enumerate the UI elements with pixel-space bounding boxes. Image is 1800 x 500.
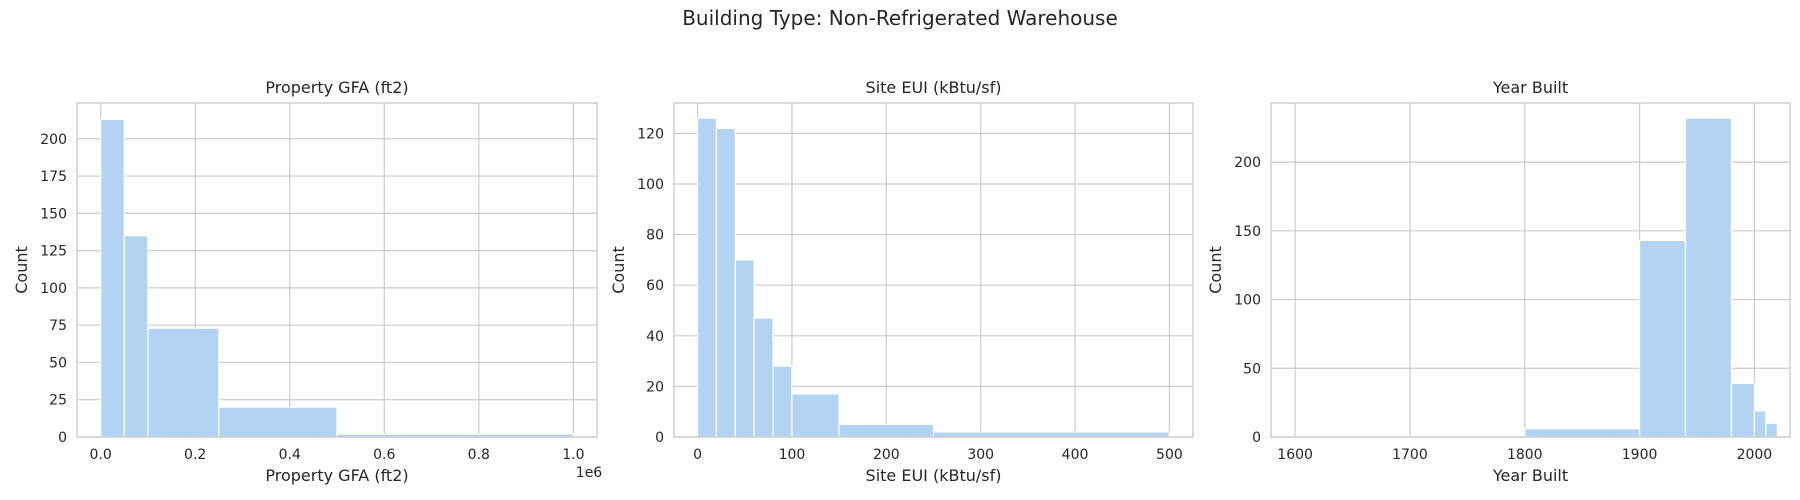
- panel-1-xtick-label: 0.0: [90, 447, 112, 463]
- panel-2-ytick-label: 20: [646, 379, 664, 395]
- panel-1-frame: [76, 102, 598, 438]
- panel-3-xtick-label: 1800: [1507, 447, 1543, 463]
- panel-2-xtick-label: 400: [1062, 447, 1089, 463]
- panel-1-bar-0: [100, 118, 125, 438]
- panel-2-title: Site EUI (kBtu/sf): [866, 78, 1002, 97]
- panel-1-ytick-label: 175: [40, 169, 67, 185]
- panel-1-ytick-label: 50: [49, 355, 67, 371]
- panel-1-ytick-label: 150: [40, 206, 67, 222]
- panel-1-ytick-label: 200: [40, 132, 67, 148]
- panel-1-bar-1: [123, 235, 149, 438]
- panel-1-xtick-label: 0.8: [468, 447, 490, 463]
- panel-2-xtick-label: 0: [693, 447, 702, 463]
- panel-2-bar-1: [715, 127, 736, 438]
- panel-3-xtick-label: 1700: [1392, 447, 1428, 463]
- panel-2-frame: [673, 102, 1194, 438]
- panel-1-xtick-label: 0.2: [184, 447, 206, 463]
- panel-3-ytick-label: 150: [1234, 224, 1261, 240]
- panel-3-bar-0: [1524, 428, 1641, 438]
- panel-1-offset-text: 1e6: [576, 465, 603, 481]
- panel-3-ytick-label: 0: [1252, 430, 1261, 446]
- panel-3-title: Year Built: [1492, 78, 1568, 97]
- panel-2-xtick-label: 300: [967, 447, 994, 463]
- panel-3-bar-1: [1638, 239, 1687, 438]
- panel-2-bar-4: [772, 365, 793, 438]
- panel-2-xlabel: Site EUI (kBtu/sf): [866, 466, 1002, 485]
- panel-1-ylabel: Count: [12, 246, 31, 294]
- panel-3-xtick-label: 2000: [1737, 447, 1773, 463]
- panel-2-ytick-label: 80: [646, 228, 664, 244]
- panel-3-bar-3: [1730, 382, 1756, 438]
- panel-1-title: Property GFA (ft2): [265, 78, 408, 97]
- panel-2-bar-7: [932, 431, 1171, 438]
- panel-2-bar-5: [791, 393, 840, 438]
- panel-1-bar-2: [147, 327, 220, 438]
- chart-title: Building Type: Non-Refrigerated Warehous…: [682, 6, 1118, 30]
- panel-2-ytick-label: 100: [637, 177, 664, 193]
- panel-1-ytick-label: 75: [49, 318, 67, 334]
- panel-3-ytick-label: 200: [1234, 155, 1261, 171]
- panel-2-bar-3: [753, 317, 774, 438]
- panel-3-ytick-label: 50: [1243, 361, 1261, 377]
- panel-1-xtick-label: 1.0: [562, 447, 584, 463]
- panel-2-xtick-label: 100: [779, 447, 806, 463]
- panel-3-bar-5: [1765, 422, 1778, 438]
- panel-2-ytick-label: 0: [655, 430, 664, 446]
- panel-3-bar-2: [1684, 117, 1733, 438]
- panel-3-xtick-label: 1600: [1277, 447, 1313, 463]
- panel-2-xtick-label: 200: [873, 447, 900, 463]
- panel-3-ylabel: Count: [1206, 246, 1225, 294]
- panel-3-bar-4: [1753, 410, 1767, 438]
- panel-1-xtick-label: 0.6: [373, 447, 395, 463]
- panel-1-xtick-label: 0.4: [279, 447, 301, 463]
- panel-1-ytick-label: 25: [49, 393, 67, 409]
- panel-2-ytick-label: 120: [637, 126, 664, 142]
- panel-3-ytick-label: 100: [1234, 293, 1261, 309]
- panel-1-ytick-label: 100: [40, 281, 67, 297]
- panel-1-ytick-label: 125: [40, 244, 67, 260]
- panel-2-xtick-label: 500: [1156, 447, 1183, 463]
- panel-1-bar-3: [218, 406, 338, 438]
- panel-2-bar-2: [734, 259, 755, 438]
- panel-2-ytick-label: 60: [646, 278, 664, 294]
- panel-3-frame: [1270, 102, 1791, 438]
- panel-2-bar-6: [838, 423, 935, 438]
- panel-1-xlabel: Property GFA (ft2): [265, 466, 408, 485]
- panel-1-ytick-label: 0: [58, 430, 67, 446]
- panel-2-ytick-label: 40: [646, 329, 664, 345]
- panel-2-bar-0: [696, 117, 718, 438]
- panel-3-xlabel: Year Built: [1492, 466, 1568, 485]
- panel-2-ylabel: Count: [609, 246, 628, 294]
- panel-3-xtick-label: 1900: [1622, 447, 1658, 463]
